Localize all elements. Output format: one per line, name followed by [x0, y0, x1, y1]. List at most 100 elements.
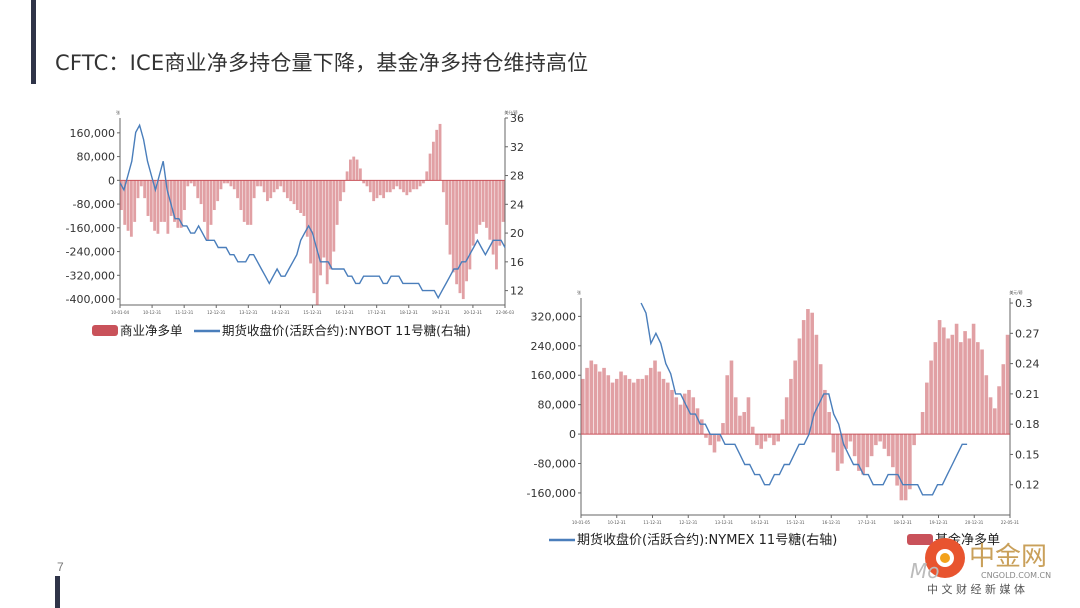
left-tick-label: 0: [569, 428, 576, 441]
left-tick-label: -160,000: [66, 222, 115, 235]
bar-mark: [365, 180, 369, 187]
left-tick-label: 80,000: [77, 151, 116, 164]
bar-mark: [501, 180, 505, 222]
bar-mark: [212, 180, 216, 211]
bar-mark: [146, 180, 150, 216]
right-tick-label: 0.21: [1015, 388, 1040, 401]
bar-mark: [661, 378, 666, 435]
bar-mark: [746, 397, 751, 435]
x-tick-label: 14-12-31: [271, 310, 290, 315]
bar-mark: [946, 338, 950, 435]
page-title: CFTC：ICE商业净多持仓量下降，基金净多持仓维持高位: [55, 51, 589, 75]
bar-mark: [712, 434, 717, 453]
bar-mark: [319, 180, 322, 276]
right-tick-label: 0.18: [1015, 418, 1040, 431]
bar-mark: [478, 180, 482, 225]
right-tick-label: 24: [510, 198, 524, 211]
right-tick-label: 28: [510, 170, 524, 183]
bar-mark: [670, 389, 674, 435]
left-unit-label: 张: [116, 109, 120, 115]
bar-mark: [345, 171, 349, 181]
bar-mark: [852, 434, 857, 457]
bar-mark: [793, 360, 797, 435]
page-number: 7: [57, 560, 64, 574]
bar-mark: [844, 434, 848, 449]
bar-mark: [173, 180, 176, 222]
bar-mark: [246, 180, 249, 225]
x-tick-label: 17-12-31: [858, 520, 877, 525]
bar-mark: [869, 434, 874, 457]
bar-mark: [988, 397, 993, 435]
bar-mark: [903, 434, 908, 501]
x-tick-label: 22-06-03: [496, 310, 515, 315]
bar-mark: [438, 123, 442, 181]
bar-mark: [920, 412, 925, 435]
bar-mark: [183, 180, 186, 211]
bar-mark: [461, 180, 465, 300]
bar-mark: [704, 434, 708, 438]
bar-mark: [742, 412, 747, 435]
bar-mark: [431, 141, 435, 181]
right-unit-label: 美分/磅: [504, 109, 517, 115]
brand-tagline: 中 文 财 经 新 媒 体: [927, 582, 1025, 596]
bar-mark: [475, 180, 478, 234]
bar-mark: [908, 434, 912, 490]
bar-mark: [279, 180, 283, 187]
bar-mark: [699, 419, 704, 435]
bar-mark: [169, 180, 173, 216]
x-tick-label: 14-12-31: [751, 520, 770, 525]
bar-mark: [159, 180, 163, 222]
x-tick-label: 15-12-31: [303, 310, 322, 315]
bar-mark: [602, 367, 606, 435]
right-unit-label: 美元/磅: [1009, 289, 1022, 295]
bar-mark: [886, 434, 891, 457]
x-tick-label: 18-12-31: [400, 310, 419, 315]
bar-mark: [222, 180, 226, 184]
bar-mark: [610, 382, 615, 435]
bar-mark: [763, 434, 768, 442]
bar-mark: [959, 342, 963, 435]
bar-mark: [282, 180, 286, 193]
bar-mark: [797, 338, 802, 435]
bar-mark: [339, 180, 342, 202]
bar-mark: [229, 180, 233, 187]
bar-mark: [455, 180, 459, 285]
bar-mark: [266, 180, 269, 202]
bar-mark: [729, 360, 734, 435]
bar-mark: [120, 180, 123, 211]
bar-mark: [332, 180, 336, 252]
bar-mark: [997, 386, 1001, 435]
bar-mark: [342, 180, 346, 193]
bar-mark: [441, 180, 445, 193]
bar-mark: [498, 180, 502, 246]
bar-mark: [362, 180, 366, 184]
bar-mark: [895, 434, 899, 486]
chart-fund-net-long: 张 美元/磅 320,000 240,000 160,000 80,000 0 -80,000…: [527, 289, 1040, 548]
x-tick-label: 19-12-31: [432, 310, 451, 315]
bar-mark: [206, 180, 210, 240]
bar-mark: [398, 180, 402, 190]
right-tick-label: 32: [510, 141, 524, 154]
bar-mark: [814, 334, 819, 435]
x-tick-label: 11-12-31: [175, 310, 194, 315]
left-tick-label: -240,000: [66, 246, 115, 259]
left-tick-label: -160,000: [527, 487, 576, 500]
bar-mark: [302, 180, 306, 216]
right-tick-label: 0.12: [1015, 479, 1040, 492]
bar-mark: [831, 434, 836, 453]
x-tick-label: 16-12-31: [336, 310, 355, 315]
bar-mark: [865, 434, 870, 468]
x-tick-label: 13-12-31: [715, 520, 734, 525]
bar-mark: [801, 320, 806, 435]
bar-mark: [653, 360, 657, 435]
bar-mark: [395, 180, 399, 187]
bar-mark: [954, 323, 959, 435]
bar-mark: [665, 382, 670, 435]
bar-mark: [481, 180, 485, 222]
right-tick-label: 12: [510, 285, 524, 298]
bar-mark: [759, 434, 764, 449]
right-tick-label: 0.3: [1015, 297, 1033, 310]
bar-mark: [993, 408, 997, 435]
bar-mark: [619, 371, 623, 435]
bar-mark: [425, 171, 429, 181]
